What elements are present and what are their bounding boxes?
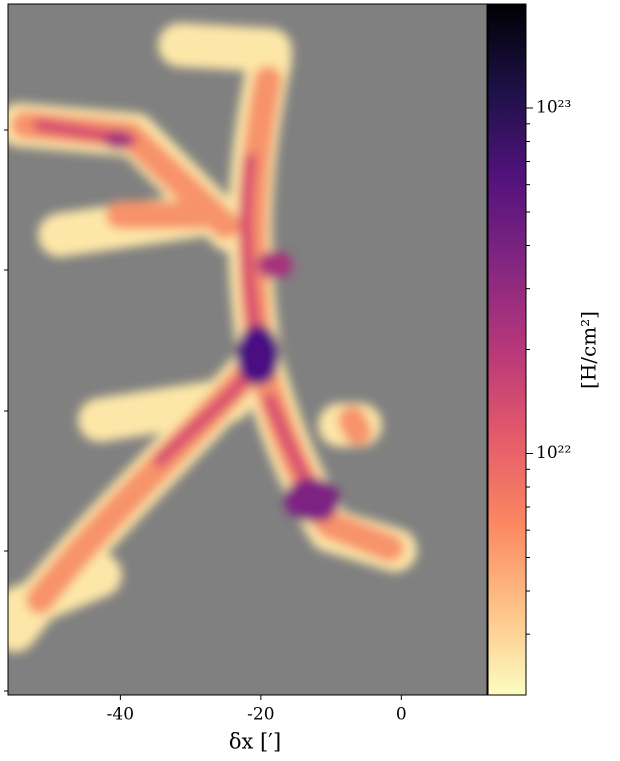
colorbar-label: [H/cm²] xyxy=(577,311,601,389)
x-axis-label: δx [′] xyxy=(229,730,281,754)
density-map xyxy=(8,23,417,652)
x-tick-label: 0 xyxy=(396,705,407,725)
plot-frame xyxy=(7,3,488,696)
colorbar-tick-label: 10²² xyxy=(536,443,571,463)
colorbar xyxy=(487,3,527,696)
x-tick-label: -40 xyxy=(107,705,134,725)
colorbar-tick-label: 10²³ xyxy=(536,98,571,118)
y-axis-ticks xyxy=(4,129,8,692)
x-tick-label: -20 xyxy=(247,705,274,725)
